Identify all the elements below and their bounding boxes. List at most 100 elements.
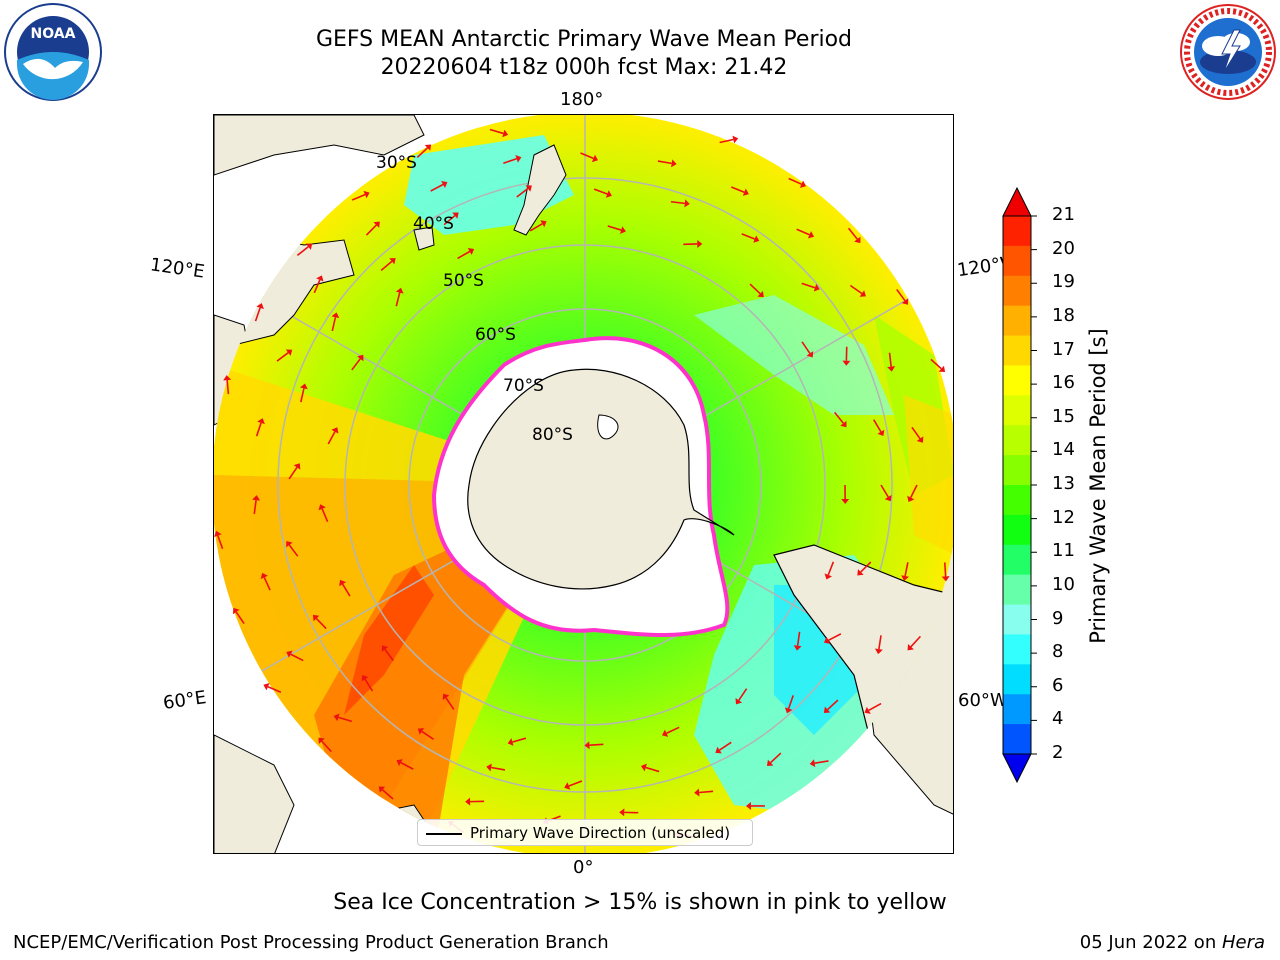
wave-arrow-shaft — [267, 686, 282, 693]
colorbar-tick-label: 9 — [1052, 607, 1064, 629]
colorbar-segment — [1003, 634, 1031, 665]
noaa-logo-icon: NOAA — [4, 3, 102, 101]
lat-label-50s: 50°S — [443, 271, 484, 291]
wave-arrow-shaft — [657, 160, 672, 165]
wave-arrow-shaft — [430, 183, 444, 192]
lon-label-bottom: 0° — [573, 857, 594, 878]
colorbar-tick-label: 17 — [1052, 338, 1075, 360]
wave-arrow-shaft — [263, 577, 271, 591]
wave-arrow-head — [809, 759, 816, 768]
colorbar-tick-label: 12 — [1052, 506, 1075, 528]
wave-direction-arrows — [214, 128, 950, 839]
wave-arrow-head — [293, 463, 301, 470]
wave-arrow-head — [591, 154, 599, 163]
wave-arrow-shaft — [395, 292, 401, 307]
wave-arrow-head — [799, 180, 807, 188]
wave-arrow-head — [901, 575, 910, 581]
colorbar-segment — [1003, 395, 1031, 426]
wave-arrow-head — [671, 159, 677, 168]
wave-arrow-shaft — [338, 716, 353, 723]
polar-map: Primary Wave Direction (unscaled) — [213, 114, 954, 854]
wave-arrow-shaft — [801, 282, 816, 289]
wave-arrow-head — [864, 706, 871, 714]
wave-arrow-shaft — [873, 419, 882, 433]
wave-arrow-head — [395, 287, 404, 294]
wave-arrow-head — [465, 797, 471, 806]
wave-arrow-shaft — [529, 223, 543, 232]
wave-arrow-head — [732, 135, 739, 144]
wave-arrow-head — [640, 763, 647, 772]
wave-arrow-shaft — [607, 225, 622, 231]
wave-arrow-head — [378, 786, 386, 793]
colorbar-tick-label: 21 — [1052, 204, 1075, 225]
antarctica-land — [467, 368, 735, 590]
colorbar-tick-label: 2 — [1052, 742, 1064, 763]
wave-arrow-shaft — [331, 317, 337, 332]
wave-arrow-shaft — [911, 426, 921, 440]
colorbar-tick-label: 18 — [1052, 304, 1075, 326]
wave-arrow-head — [715, 746, 722, 754]
wave-arrow-head — [316, 275, 324, 282]
colorbar-tick-label: 13 — [1052, 473, 1075, 494]
wave-arrow-shaft — [741, 233, 756, 240]
wave-arrow-head — [884, 494, 892, 502]
wave-arrow-shaft — [896, 288, 906, 302]
wave-arrow-head — [389, 258, 396, 265]
wave-arrow-shaft — [491, 766, 506, 771]
wave-arrow-shaft — [300, 388, 305, 403]
lon-label-upper-left: 120°E — [148, 254, 206, 283]
wave-arrow-head — [333, 713, 340, 722]
footer-host: Hera — [1221, 932, 1265, 953]
wave-arrow-head — [256, 303, 264, 310]
wave-arrow-head — [357, 354, 364, 362]
wave-arrow-shaft — [254, 307, 261, 322]
wave-arrow-shaft — [253, 499, 257, 515]
wave-arrow-head — [806, 351, 814, 358]
wave-arrow-shaft — [749, 283, 761, 295]
wave-arrow-shaft — [593, 188, 608, 195]
wave-arrow-head — [694, 788, 700, 797]
lat-label-60s: 60°S — [475, 325, 516, 345]
lat-label-40s: 40°S — [413, 214, 454, 234]
wave-arrow-head — [363, 190, 370, 199]
wave-arrow-shaft — [730, 186, 745, 193]
wave-arrow-head — [824, 573, 833, 580]
wave-arrow-shaft — [443, 215, 456, 226]
noaa-logo-text: NOAA — [31, 26, 76, 42]
colorbar-segment — [1003, 425, 1031, 456]
wave-arrow-shaft — [827, 699, 839, 711]
wave-arrow-head — [373, 221, 380, 228]
wave-arrow-head — [442, 693, 450, 700]
wave-arrow-head — [874, 648, 883, 655]
wave-arrow-head — [223, 375, 232, 381]
sea-ice-note: Sea Ice Concentration > 15% is shown in … — [333, 890, 947, 915]
wave-arrow-head — [331, 312, 340, 319]
wave-arrow-head — [793, 645, 802, 651]
wave-arrow-head — [263, 683, 270, 691]
wave-arrow-shaft — [489, 128, 504, 135]
wave-arrow-shaft — [255, 422, 262, 437]
wave-arrow-shaft — [828, 633, 842, 642]
wave-arrow-head — [916, 436, 924, 443]
wave-arrow-shaft — [276, 352, 289, 362]
wave-arrow-head — [938, 365, 946, 373]
wave-arrow-head — [857, 569, 864, 576]
footer-date: 05 Jun 2022 on Hera — [1080, 932, 1265, 953]
wave-arrow-shaft — [315, 617, 327, 630]
colorbar-segment — [1003, 574, 1031, 606]
wave-arrow-shaft — [445, 697, 455, 710]
wave-arrow-head — [252, 495, 261, 501]
wave-arrow-head — [745, 801, 751, 810]
wave-arrow-shaft — [400, 761, 414, 770]
wave-arrow-head — [807, 231, 815, 239]
wave-arrow-head — [584, 741, 590, 750]
colorbar-segment — [1003, 694, 1031, 725]
wave-arrow-shaft — [341, 583, 351, 597]
wave-arrow-shaft — [313, 279, 321, 294]
wave-arrow-shaft — [321, 740, 332, 753]
colorbar-segments — [1002, 186, 1037, 784]
lat-label-30s: 30°S — [376, 153, 417, 173]
wave-arrow-head — [564, 782, 571, 790]
wave-arrow-head — [859, 290, 866, 297]
wave-arrow-head — [901, 298, 909, 305]
